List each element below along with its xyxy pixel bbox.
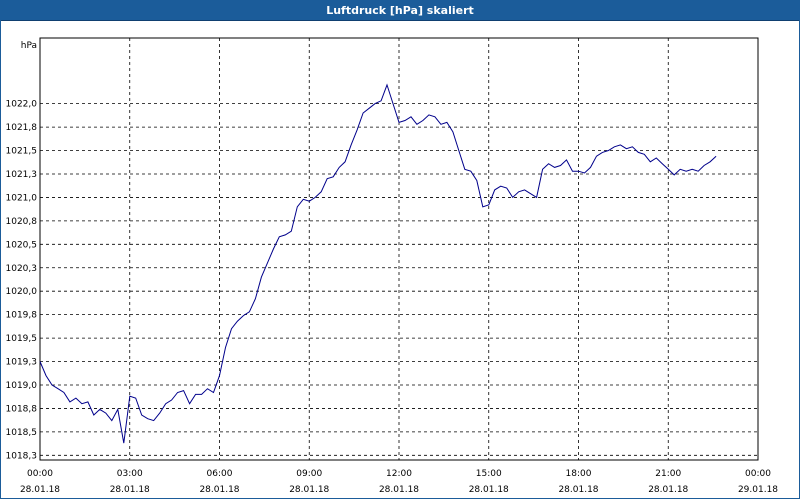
x-tick-time: 09:00	[296, 469, 322, 479]
x-tick-date: 28.01.18	[20, 485, 60, 495]
x-tick-date: 28.01.18	[199, 485, 239, 495]
y-tick-label: 1021,8	[6, 123, 38, 133]
y-tick-label: 1021,3	[6, 170, 38, 180]
y-tick-label: 1018,5	[6, 428, 38, 438]
y-axis-label: hPa	[21, 41, 37, 51]
y-tick-label: 1019,0	[6, 381, 38, 391]
x-tick-date: 28.01.18	[648, 485, 688, 495]
y-tick-label: 1020,5	[6, 240, 38, 250]
y-tick-label: 1021,0	[6, 193, 38, 203]
y-tick-label: 1019,5	[6, 334, 38, 344]
x-tick-date: 28.01.18	[110, 485, 150, 495]
x-tick-time: 03:00	[117, 469, 143, 479]
x-tick-date: 28.01.18	[469, 485, 509, 495]
x-tick-time: 12:00	[386, 469, 412, 479]
x-tick-time: 18:00	[566, 469, 592, 479]
y-tick-label: 1018,3	[6, 451, 38, 461]
x-tick-time: 00:00	[745, 469, 771, 479]
y-tick-label: 1021,5	[6, 147, 38, 157]
y-tick-label: 1020,8	[6, 217, 38, 227]
y-tick-label: 1022,0	[6, 100, 38, 110]
series-line	[39, 83, 717, 444]
x-tick-time: 21:00	[655, 469, 681, 479]
x-tick-date: 28.01.18	[289, 485, 329, 495]
y-tick-label: 1020,3	[6, 264, 38, 274]
x-tick-date: 29.01.18	[738, 485, 778, 495]
y-tick-label: 1020,0	[6, 287, 38, 297]
x-tick-time: 06:00	[207, 469, 233, 479]
chart-title: Luftdruck [hPa] skaliert	[0, 0, 800, 21]
y-tick-label: 1019,3	[6, 358, 38, 368]
y-tick-label: 1019,8	[6, 311, 38, 321]
x-tick-time: 00:00	[27, 469, 53, 479]
x-tick-date: 28.01.18	[379, 485, 419, 495]
x-tick-time: 15:00	[476, 469, 502, 479]
y-tick-label: 1018,8	[6, 404, 38, 414]
x-tick-date: 28.01.18	[558, 485, 598, 495]
